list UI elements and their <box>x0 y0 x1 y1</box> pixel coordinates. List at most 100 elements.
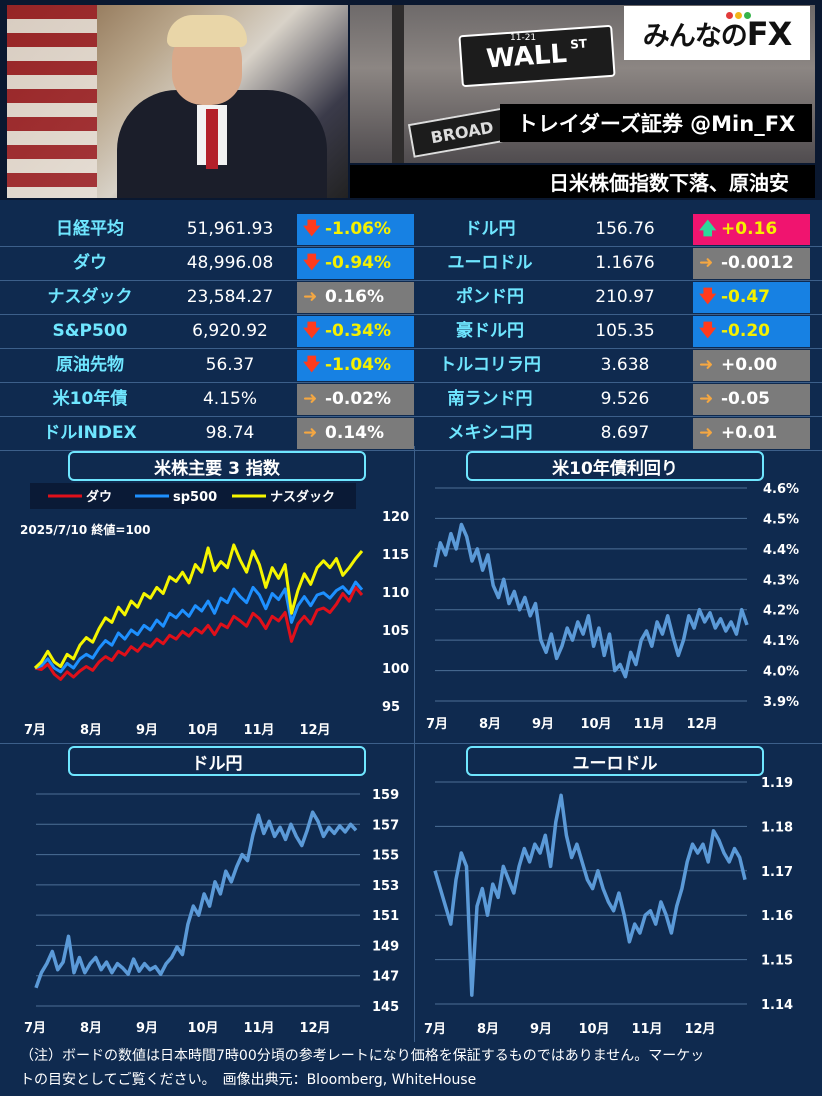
market-change: +0.16 <box>721 219 778 239</box>
market-change: -0.0012 <box>721 253 794 273</box>
tagline: トレイダーズ証券 @Min_FX <box>500 104 812 142</box>
chart-eurusd: 1.14 1.15 1.16 1.17 1.18 1.19 7月 8月 9月 10月 11月 12月 <box>424 776 793 1037</box>
x-tick-label: 7月 <box>24 723 46 738</box>
market-value: 51,961.93 <box>186 219 274 239</box>
x-tick-label: 9月 <box>530 1022 552 1037</box>
market-change-badge: ➜ 0.16% <box>297 282 414 313</box>
market-change-badge: 🡇 -0.47 <box>693 282 810 313</box>
arrow-right-icon: ➜ <box>303 423 318 443</box>
market-name: 豪ドル円 <box>456 321 524 341</box>
figure-tie <box>206 109 218 169</box>
y-tick-label: 1.15 <box>761 954 793 969</box>
photo-president-signing <box>7 5 348 198</box>
chart-usdjpy: 145 147 149 151 153 155 157 159 7月 8月 9月 10月 11月 12月 <box>24 788 399 1036</box>
legend-label: sp500 <box>173 490 217 505</box>
y-tick-label: 1.19 <box>761 776 793 791</box>
x-tick-label: 8月 <box>80 723 102 738</box>
figure-hair <box>167 15 247 47</box>
y-tick-label: 157 <box>372 818 399 833</box>
market-value: 6,920.92 <box>192 321 268 341</box>
market-name: メキシコ円 <box>447 423 533 443</box>
series-line-1 <box>34 580 364 674</box>
market-change: -1.06% <box>325 219 392 239</box>
chart-title-usdjpy: ドル円 <box>68 746 366 776</box>
x-tick-label: 9月 <box>136 1021 158 1036</box>
market-change-badge: ➜ -0.0012 <box>693 248 810 279</box>
x-tick-label: 10月 <box>580 717 611 732</box>
arrow-down-icon: 🡇 <box>303 219 321 239</box>
arrow-right-icon: ➜ <box>699 355 714 375</box>
footer-line-2: トの目安としてご覧ください。 画像出典元：Bloomberg, WhiteHou… <box>20 1072 477 1088</box>
market-name: ナスダック <box>47 287 133 307</box>
y-tick-label: 115 <box>382 548 409 563</box>
market-value: 56.37 <box>205 355 255 375</box>
market-name: トルコリラ円 <box>439 355 541 375</box>
market-change: +0.01 <box>721 423 778 443</box>
y-tick-label: 4.3% <box>763 573 799 588</box>
y-tick-label: 1.14 <box>761 998 793 1013</box>
chart-title-eurusd: ユーロドル <box>466 746 764 776</box>
market-row: ナスダック 23,584.27 ➜ 0.16% ポンド円 210.97 🡇 -0.47 <box>0 281 822 315</box>
x-tick-label: 11月 <box>243 723 274 738</box>
arrow-down-icon: 🡇 <box>699 321 717 341</box>
arrow-right-icon: ➜ <box>303 287 318 307</box>
chart-title-us10y: 米10年債利回り <box>466 451 764 481</box>
arrow-right-icon: ➜ <box>699 389 714 409</box>
y-tick-label: 120 <box>382 510 409 525</box>
arrow-down-icon: 🡇 <box>303 321 321 341</box>
market-value: 3.638 <box>600 355 650 375</box>
market-row: ドルINDEX 98.74 ➜ 0.14% メキシコ円 8.697 ➜ +0.01 <box>0 417 822 451</box>
market-row: 原油先物 56.37 🡇 -1.04% トルコリラ円 3.638 ➜ +0.00 <box>0 349 822 383</box>
market-change-badge: 🡇 -0.34% <box>297 316 414 347</box>
y-tick-label: 110 <box>382 586 409 601</box>
street-number: 11-21 <box>510 33 537 43</box>
y-tick-label: 147 <box>372 970 399 985</box>
x-tick-label: 10月 <box>578 1022 609 1037</box>
chart-title-us-stocks: 米株主要 3 指数 <box>68 451 366 481</box>
market-value: 210.97 <box>595 287 655 307</box>
x-tick-label: 11月 <box>631 1022 662 1037</box>
legend-box <box>30 483 356 509</box>
y-tick-label: 4.0% <box>763 665 799 680</box>
x-tick-label: 7月 <box>24 1021 46 1036</box>
market-name: 日経平均 <box>56 219 124 239</box>
flag-image <box>7 5 97 198</box>
y-tick-label: 159 <box>372 788 399 803</box>
market-row: 日経平均 51,961.93 🡇 -1.06% ドル円 156.76 🡅 +0.16 <box>0 213 822 247</box>
market-change: -0.02% <box>325 389 392 409</box>
chart-us10y: 3.9% 4.0% 4.1% 4.2% 4.3% 4.4% 4.5% 4.6% 7月 8月 9月 10… <box>426 482 799 732</box>
x-tick-label: 9月 <box>532 717 554 732</box>
market-change: +0.00 <box>721 355 778 375</box>
series-line-2 <box>33 543 364 670</box>
x-tick-label: 12月 <box>299 1021 330 1036</box>
market-change-badge: ➜ -0.05 <box>693 384 810 415</box>
arrow-right-icon: ➜ <box>303 389 318 409</box>
market-table: 日経平均 51,961.93 🡇 -1.06% ドル円 156.76 🡅 +0.16 ダウ 48,… <box>0 213 822 451</box>
arrow-up-icon: 🡅 <box>699 219 717 239</box>
y-tick-label: 4.5% <box>763 512 799 527</box>
market-change: -0.05 <box>721 389 770 409</box>
market-value: 156.76 <box>595 219 655 239</box>
x-tick-label: 12月 <box>299 723 330 738</box>
market-change: 0.16% <box>325 287 384 307</box>
header-banner: WALL ST 11-21 BROAD みんなのFX トレイダーズ証券 @Min_… <box>0 0 822 200</box>
y-tick-label: 155 <box>372 849 399 864</box>
x-tick-label: 9月 <box>136 723 158 738</box>
market-change: -0.34% <box>325 321 392 341</box>
x-tick-label: 11月 <box>243 1021 274 1036</box>
headline: 日米株価指数下落、原油安 <box>350 165 815 198</box>
x-tick-label: 8月 <box>80 1021 102 1036</box>
market-row: S&P500 6,920.92 🡇 -0.34% 豪ドル円 105.35 🡇 -0.20 <box>0 315 822 349</box>
market-value: 1.1676 <box>595 253 655 273</box>
x-tick-label: 7月 <box>426 717 448 732</box>
arrow-down-icon: 🡇 <box>303 355 321 375</box>
market-value: 23,584.27 <box>186 287 274 307</box>
x-tick-label: 7月 <box>424 1022 446 1037</box>
market-change: -1.04% <box>325 355 392 375</box>
y-tick-label: 149 <box>372 939 399 954</box>
grid-divider-vertical <box>414 446 415 1042</box>
wall-street-sign: WALL ST <box>458 24 616 88</box>
x-tick-label: 8月 <box>477 1022 499 1037</box>
market-value: 8.697 <box>600 423 650 443</box>
footer-line-1: （注）ボードの数値は日本時間7時00分頃の参考レートになり価格を保証するものでは… <box>20 1048 705 1064</box>
